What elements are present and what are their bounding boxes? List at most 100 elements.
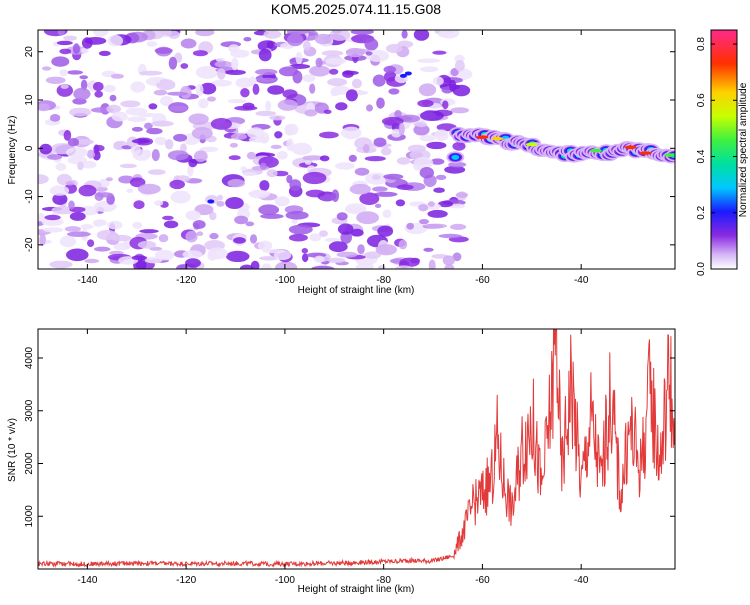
heatmap-cell — [364, 251, 382, 259]
heatmap-cell — [120, 100, 141, 108]
signal-hotspot — [639, 151, 652, 155]
heatmap-cell — [450, 68, 459, 77]
heatmap-cell — [52, 193, 68, 205]
heatmap-cell — [231, 57, 239, 71]
heatmap-cell — [266, 169, 278, 178]
heatmap-cell — [60, 84, 69, 89]
heatmap-cell — [372, 186, 388, 192]
heatmap-cell — [77, 161, 84, 171]
heatmap-cell — [325, 57, 346, 65]
heatmap-cell — [304, 109, 318, 117]
heatmap-cell — [131, 126, 143, 132]
heatmap-cell — [156, 79, 176, 91]
colorbar-label: Normalized spectral amplitude — [738, 82, 749, 217]
heatmap-cell — [65, 147, 88, 158]
heatmap-cell — [258, 48, 272, 62]
x-tick-label: -80 — [376, 275, 391, 286]
heatmap-cell — [430, 158, 445, 165]
heatmap-cell — [59, 48, 72, 55]
heatmap-cell — [173, 133, 188, 142]
heatmap-cell — [195, 30, 215, 37]
heatmap-cell — [383, 173, 404, 180]
heatmap-cell — [216, 200, 225, 207]
heatmap-cell — [78, 184, 97, 197]
heatmap-cell — [49, 114, 61, 122]
heatmap-cell — [319, 194, 335, 202]
signal-hotspot — [624, 145, 637, 150]
heatmap-cell — [81, 47, 89, 54]
heatmap-cell — [274, 196, 290, 207]
heatmap-cell — [291, 218, 298, 224]
heatmap-cell — [315, 57, 323, 68]
heatmap-cell — [57, 30, 65, 36]
heatmap-cell — [234, 105, 258, 111]
heatmap-cell — [216, 68, 226, 80]
heatmap-cell — [418, 83, 437, 97]
heatmap-cell — [162, 215, 174, 221]
heatmap-cell — [67, 70, 83, 75]
heatmap-cell — [103, 84, 116, 93]
heatmap-cell — [323, 109, 332, 115]
heatmap-cell — [92, 219, 103, 227]
heatmap-cell — [291, 142, 312, 156]
heatmap-cell — [444, 165, 466, 174]
heatmap-cell — [245, 221, 255, 227]
heatmap-cell — [314, 33, 332, 45]
heatmap-cell — [154, 136, 167, 146]
heatmap-cell — [67, 138, 79, 147]
heatmap-cell — [450, 223, 467, 230]
heatmap-cell — [146, 41, 158, 47]
heatmap-cell — [382, 209, 392, 218]
heatmap-cell — [275, 261, 298, 269]
heatmap-cell — [209, 232, 219, 240]
heatmap-cell — [139, 70, 163, 76]
heatmap-cell — [309, 65, 331, 77]
heatmap-cell — [170, 190, 191, 204]
heatmap-cell — [242, 171, 257, 177]
heatmap-cell — [94, 90, 103, 98]
y-tick-label: 4000 — [24, 346, 35, 369]
heatmap-cell — [433, 187, 445, 193]
heatmap-cell — [267, 85, 285, 95]
heatmap-cell — [256, 77, 277, 82]
heatmap-cell — [153, 77, 161, 84]
heatmap-cell — [309, 83, 316, 94]
heatmap-cell — [228, 155, 241, 161]
heatmap-cell — [442, 255, 455, 266]
heatmap-cell — [185, 210, 201, 221]
heatmap-cell — [38, 174, 49, 185]
heatmap-cell — [64, 226, 81, 232]
heatmap-cell — [131, 255, 148, 261]
heatmap-cell — [248, 190, 271, 197]
heatmap-cell — [207, 96, 216, 102]
heatmap-cell — [193, 150, 208, 162]
heatmap-cell — [450, 107, 470, 114]
heatmap-cell — [263, 30, 282, 39]
heatmap-cell — [224, 69, 246, 75]
chart-title: KOM5.2025.074.11.15.G08 — [271, 1, 441, 17]
heatmap-cell — [455, 192, 468, 198]
x-tick-label: -40 — [574, 575, 589, 586]
heatmap-cell — [395, 199, 406, 207]
heatmap-cell — [401, 30, 408, 39]
heatmap-cell — [420, 110, 444, 121]
heatmap-cell — [165, 139, 174, 150]
heatmap-cell — [277, 99, 298, 111]
heatmap-cell — [169, 105, 188, 112]
heatmap-cell — [139, 229, 159, 234]
heatmap-cell — [398, 122, 405, 136]
heatmap-cell — [154, 47, 173, 54]
heatmap-cell — [211, 79, 233, 87]
heatmap-cell — [452, 84, 471, 97]
y-tick-label: 0 — [24, 145, 35, 151]
heatmap-cell — [123, 239, 132, 249]
heatmap-cell — [260, 213, 284, 219]
heatmap-cell — [356, 211, 379, 225]
heatmap-cell — [435, 174, 447, 180]
signal-cell — [451, 154, 460, 160]
heatmap-cell — [39, 233, 46, 246]
heatmap-cell — [143, 149, 151, 158]
x-tick-label: -120 — [176, 275, 196, 286]
signal-hotspot — [525, 142, 538, 147]
heatmap-cell — [399, 114, 420, 123]
